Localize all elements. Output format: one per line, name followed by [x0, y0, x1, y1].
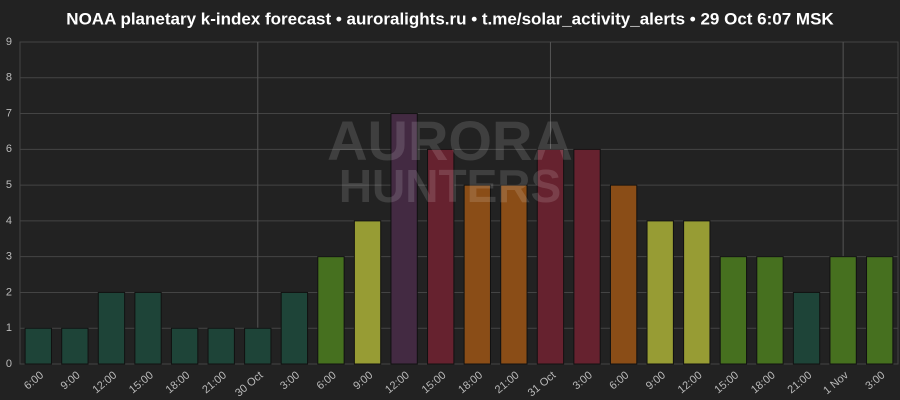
bar: [24, 327, 52, 365]
y-tick-label: 5: [6, 179, 12, 191]
watermark-text: HUNTERS: [339, 160, 561, 212]
bar: [170, 327, 199, 365]
bar: [829, 256, 857, 365]
y-tick-label: 8: [6, 72, 12, 84]
y-tick-label: 6: [6, 143, 12, 155]
y-tick-label: 9: [6, 36, 12, 48]
bar: [719, 256, 748, 365]
bar: [683, 220, 711, 365]
bar: [427, 148, 455, 365]
bar: [97, 291, 126, 365]
y-tick-label: 0: [6, 358, 12, 370]
y-tick-label: 4: [6, 215, 12, 227]
chart-title: NOAA planetary k-index forecast • aurora…: [66, 9, 834, 28]
watermark-text: AURORA: [327, 109, 573, 172]
y-tick-label: 1: [6, 322, 12, 334]
bar: [61, 327, 89, 365]
y-tick-label: 3: [6, 251, 12, 263]
bar: [280, 291, 309, 365]
bar: [756, 256, 784, 365]
y-tick-label: 2: [6, 286, 12, 298]
bar: [646, 220, 674, 365]
bar: [353, 220, 382, 365]
bar: [317, 256, 345, 365]
bar: [134, 291, 162, 365]
bar: [207, 327, 235, 365]
bar: [792, 291, 821, 365]
bar: [573, 148, 601, 365]
bar: [609, 184, 638, 365]
y-tick-label: 7: [6, 107, 12, 119]
bar: [390, 113, 418, 365]
bar: [463, 184, 491, 365]
bar: [866, 256, 894, 365]
bar: [536, 148, 565, 365]
watermark: AURORA HUNTERS: [327, 109, 573, 212]
bar: [500, 184, 528, 365]
bar: [244, 327, 272, 365]
